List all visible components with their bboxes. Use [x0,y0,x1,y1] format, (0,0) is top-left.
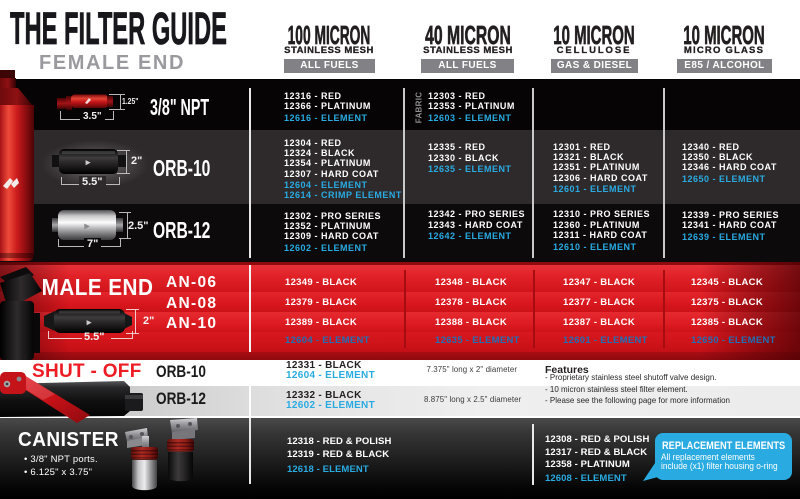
svg-text:▸: ▸ [85,157,91,167]
svg-text:▸: ▸ [86,317,92,327]
svg-text:▸: ▸ [83,221,90,232]
